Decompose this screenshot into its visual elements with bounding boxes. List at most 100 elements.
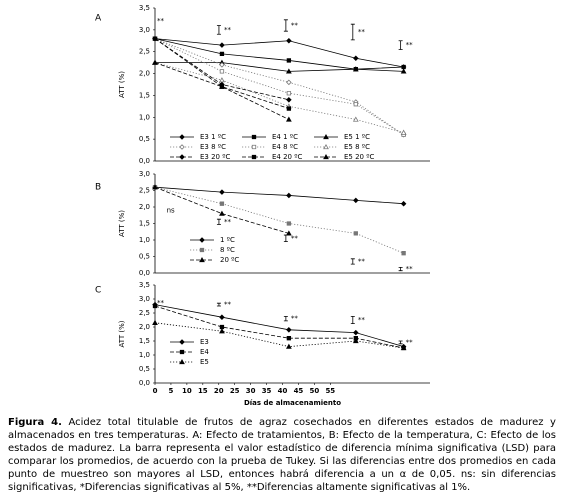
y-tick-label: 0,0 [139,157,150,165]
significance-label: ** [358,257,366,265]
data-point [285,230,292,236]
data-point [219,83,225,89]
x-tick-label: 55 [325,387,335,395]
y-tick-label: 3,5 [139,4,150,12]
y-tick-label: 2,0 [139,203,150,211]
data-point [286,58,292,63]
data-point [219,69,225,74]
data-point [352,337,359,344]
series-line [154,186,404,205]
legend-label: E3 20 ºC [200,153,231,161]
y-tick-label: 1,5 [139,220,150,228]
lsd-bar [283,315,288,322]
data-point [286,336,292,341]
data-point [285,68,292,74]
y-tick-label: 0,5 [139,253,150,261]
data-point [152,319,158,325]
series-line [154,304,404,347]
significance-label: ** [358,316,366,324]
significance-label: ** [406,338,414,346]
legend-label: 8 ºC [220,246,235,254]
series-line [154,38,289,109]
lsd-bar [350,23,355,41]
data-point [285,116,292,122]
legend-label: E4 [200,348,209,356]
x-tick-label: 35 [262,387,272,395]
caption-label: Figura 4. [8,417,62,428]
legend-marker [179,358,185,365]
legend-label: E5 20 ºC [344,153,375,161]
data-point [286,327,292,333]
legend-marker [251,154,257,160]
significance-label: ** [224,218,232,226]
significance-label: ** [157,17,165,25]
data-point [353,197,359,204]
x-tick-label: 25 [230,387,240,395]
legend-label: E5 8 ºC [344,143,370,151]
panel-label: A [95,14,102,24]
significance-label: ** [358,28,366,36]
data-point [152,36,158,41]
significance-label: ns [167,206,175,214]
legend-marker [251,144,257,150]
legend-marker [323,153,329,160]
data-point [401,64,406,70]
legend-label: E4 8 ºC [272,143,298,151]
data-point [219,77,225,83]
data-point [286,192,292,199]
data-point [400,344,407,351]
data-point [353,231,358,236]
data-point [219,62,225,68]
legend-marker [251,134,257,140]
y-axis-title: ATT (%) [118,320,126,347]
lsd-bar [216,218,221,225]
series-line [154,38,404,136]
legend-marker [199,247,205,253]
legend-label: E4 1 ºC [272,133,298,141]
legend-label: E4 20 ºC [272,153,303,161]
data-point [285,343,292,349]
y-tick-label: 3,5 [139,281,150,289]
lsd-bar [350,315,355,325]
data-point [353,102,358,107]
x-tick-label: 40 [278,387,288,395]
legend-marker [323,143,329,150]
y-tick-label: 3,0 [139,26,150,34]
x-tick-label: 10 [182,387,192,395]
x-tick-label: 45 [294,387,304,395]
data-point [219,210,225,216]
caption: Figura 4. Acidez total titulable de frut… [8,416,556,494]
legend-marker [199,237,205,243]
y-tick-label: 2,5 [139,187,150,195]
y-tick-label: 3,0 [139,295,150,303]
data-point [286,97,292,103]
significance-label: ** [291,315,299,323]
x-tick-label: 15 [198,387,208,395]
significance-label: ** [291,234,299,242]
data-point [152,303,158,309]
panel-label: B [95,183,101,193]
significance-label: ** [406,41,414,49]
lsd-bar [398,40,403,50]
data-point [353,55,359,62]
data-point [353,329,359,336]
lsd-bar [216,302,221,307]
legend-label: 1 ºC [220,236,235,244]
data-point [219,328,225,334]
legend-marker [179,154,185,160]
legend-marker [323,133,329,140]
figure: A ATT (%) 0,0 0,5 1,0 1,5 2,0 2,5 3,0 3,5 E3 1 ºC E… [95,4,430,407]
legend-label: E3 8 ºC [200,143,226,151]
data-point [286,79,292,86]
data-point [286,38,292,44]
y-axis-title: ATT (%) [118,210,126,237]
caption-text: Acidez total titulable de frutos de agra… [8,417,556,493]
y-tick-label: 0,0 [139,379,150,387]
data-point [219,42,225,48]
data-point [400,68,407,74]
legend-label: E3 1 ºC [200,133,226,141]
data-point [352,116,359,122]
data-point [401,251,406,256]
y-tick-label: 1,0 [139,113,150,121]
